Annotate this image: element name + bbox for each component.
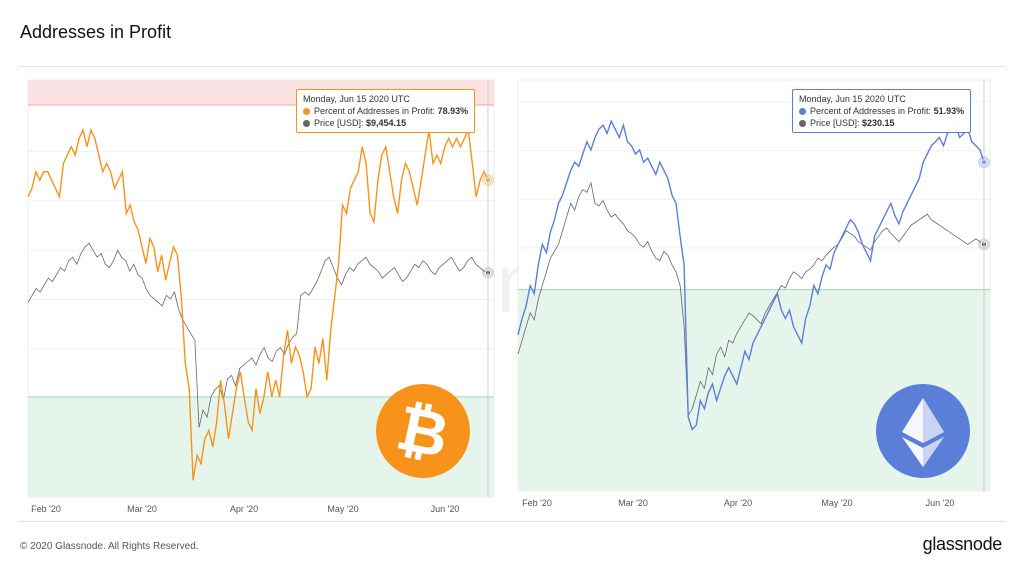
eth-profit-line (517, 119, 985, 431)
eth-price-line (517, 181, 985, 417)
page-title: Addresses in Profit (20, 22, 172, 42)
header-divider (18, 66, 1006, 67)
bitcoin-icon (376, 384, 470, 478)
btc-tooltip-price-label: Price [USD]: (314, 118, 364, 128)
btc-tooltip-profit-value: 78.93% (437, 106, 469, 116)
eth-tooltip: Monday, Jun 15 2020 UTC Percent of Addre… (792, 89, 972, 133)
eth-tick-label: Feb '20 (522, 498, 552, 508)
eth-tooltip-price-value: $230.15 (862, 118, 895, 128)
btc-dot-icon (303, 108, 310, 115)
btc-tooltip-date: Monday, Jun 15 2020 UTC (303, 94, 410, 104)
ethereum-diamond-bottom-shade-icon (923, 437, 944, 467)
eth-tick-label: Apr '20 (724, 498, 752, 508)
btc-tick-label: Jun '20 (431, 504, 460, 514)
eth-tooltip-profit-value: 51.93% (933, 106, 965, 116)
eth-dot-icon (799, 108, 806, 115)
eth-tooltip-price-label: Price [USD]: (810, 118, 860, 128)
btc-tick-label: Apr '20 (230, 504, 258, 514)
btc-tick-label: Feb '20 (31, 504, 61, 514)
eth-tooltip-date: Monday, Jun 15 2020 UTC (799, 94, 906, 104)
eth-tick-label: Mar '20 (618, 498, 648, 508)
eth-tooltip-profit-label: Percent of Addresses in Profit: (810, 106, 932, 116)
btc-price-line (27, 242, 489, 428)
glassnode-logo: glassnode (922, 534, 1003, 554)
price-dot-icon (303, 120, 310, 127)
btc-profit-line (27, 127, 489, 481)
copyright-text: © 2020 Glassnode. All Rights Reserved. (20, 541, 199, 552)
btc-tick-label: Mar '20 (127, 504, 157, 514)
btc-tooltip: Monday, Jun 15 2020 UTC Percent of Addre… (296, 89, 476, 133)
btc-tooltip-price-value: $9,454.15 (366, 118, 407, 128)
btc-tick-label: May '20 (327, 504, 358, 514)
ethereum-diamond-shade-icon (923, 398, 944, 443)
price-dot-icon (799, 120, 806, 127)
footer-divider (18, 521, 1006, 522)
btc-tooltip-profit-label: Percent of Addresses in Profit: (314, 106, 436, 116)
eth-tick-label: Jun '20 (926, 498, 955, 508)
eth-tick-label: May '20 (821, 498, 852, 508)
